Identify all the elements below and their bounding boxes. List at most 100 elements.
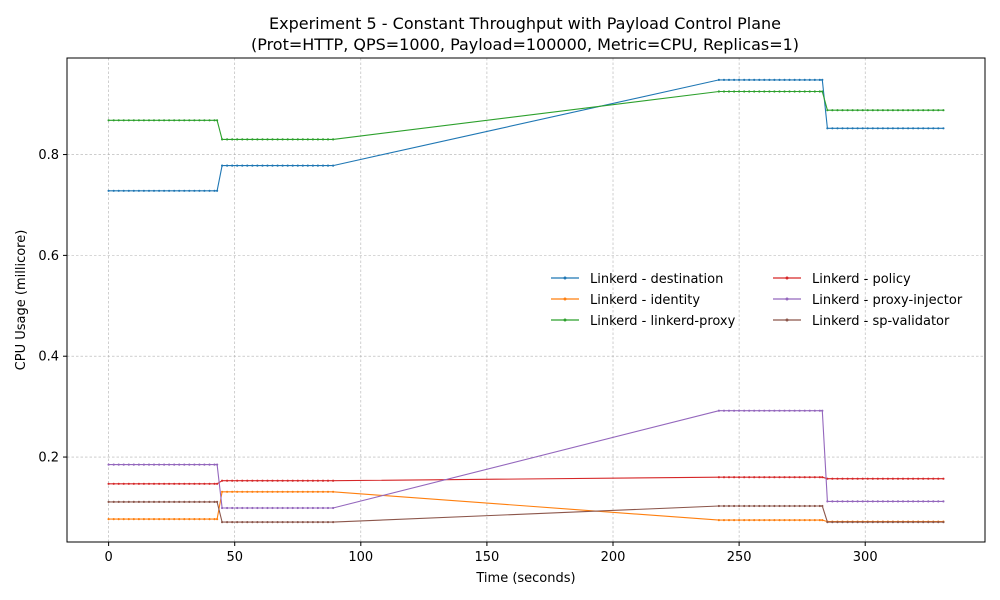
data-point [886,477,890,480]
data-point [168,482,171,485]
legend-label: Linkerd - proxy-injector [812,293,963,308]
data-point [841,521,844,524]
data-point [296,490,299,493]
data-point [851,109,854,112]
data-point [168,518,171,521]
data-point [122,500,125,503]
data-point [163,119,166,122]
data-point [912,477,915,480]
data-point [727,476,731,479]
data-point [213,463,216,466]
data-point [301,521,304,524]
data-point [932,477,935,480]
data-point [271,138,274,141]
data-point [251,164,254,167]
data-point [332,506,335,510]
data-point [203,463,206,466]
data-point [246,506,249,510]
data-point [866,477,869,480]
data-point [891,127,895,130]
data-point [758,409,761,412]
data-point [178,482,181,485]
data-point [226,164,229,167]
data-point [251,506,254,510]
data-point [213,518,216,521]
data-point [942,477,945,480]
data-point [917,109,920,112]
data-point [808,504,811,508]
data-point [296,138,299,141]
data-point [901,127,905,130]
y-tick-label: 0.2 [38,451,59,466]
data-point [871,127,874,130]
data-point [276,506,279,510]
data-point [783,78,786,81]
data-point [168,500,171,503]
data-point [291,506,294,510]
data-point [763,78,766,81]
data-point [733,409,736,412]
data-point [163,189,166,192]
data-point [256,506,259,510]
data-point [276,138,279,141]
data-point [188,463,191,466]
data-point [932,521,935,524]
data-point [311,490,314,493]
data-point [193,119,196,122]
data-point [326,138,330,141]
data-point [808,78,811,81]
data-point [291,490,294,493]
data-point [231,506,234,510]
data-point [768,409,771,412]
data-point [753,90,756,93]
data-point [183,189,186,192]
data-point [717,519,721,522]
data-point [851,477,854,480]
data-point [281,479,284,482]
y-tick-label: 0.4 [38,350,59,365]
data-point [193,518,196,521]
data-point [137,189,140,192]
series-line [108,90,944,140]
legend: Linkerd - destination Linkerd - identity L… [551,272,963,329]
data-point [722,90,726,93]
data-point [927,477,930,480]
data-point [306,479,309,482]
data-point [132,119,135,122]
data-point [332,521,335,524]
data-point [311,164,314,167]
data-point [241,506,244,510]
data-point [306,506,309,510]
data-point [738,409,741,412]
data-point [778,476,781,479]
data-point [881,109,885,112]
data-point [261,521,264,524]
data-point [866,127,869,130]
data-point [216,500,219,503]
data-point [216,119,219,122]
data-point [246,479,249,482]
x-tick-label: 0 [104,550,112,565]
data-point [758,504,761,508]
data-point [768,504,771,508]
legend-label: Linkerd - policy [812,272,911,287]
data-point [147,518,151,521]
data-point [213,119,216,122]
data-point [203,518,206,521]
data-point [127,119,130,122]
data-point [117,463,120,466]
data-point [203,482,206,485]
data-point [866,521,869,524]
data-point [763,409,766,412]
data-point [221,164,224,167]
data-point [821,519,824,522]
data-point [213,189,216,192]
data-point [198,189,201,192]
data-point [808,409,811,412]
data-point [291,138,294,141]
data-point [266,479,269,482]
series-line [108,501,944,523]
data-point [783,90,786,93]
data-point [783,504,786,508]
data-point [831,127,834,130]
